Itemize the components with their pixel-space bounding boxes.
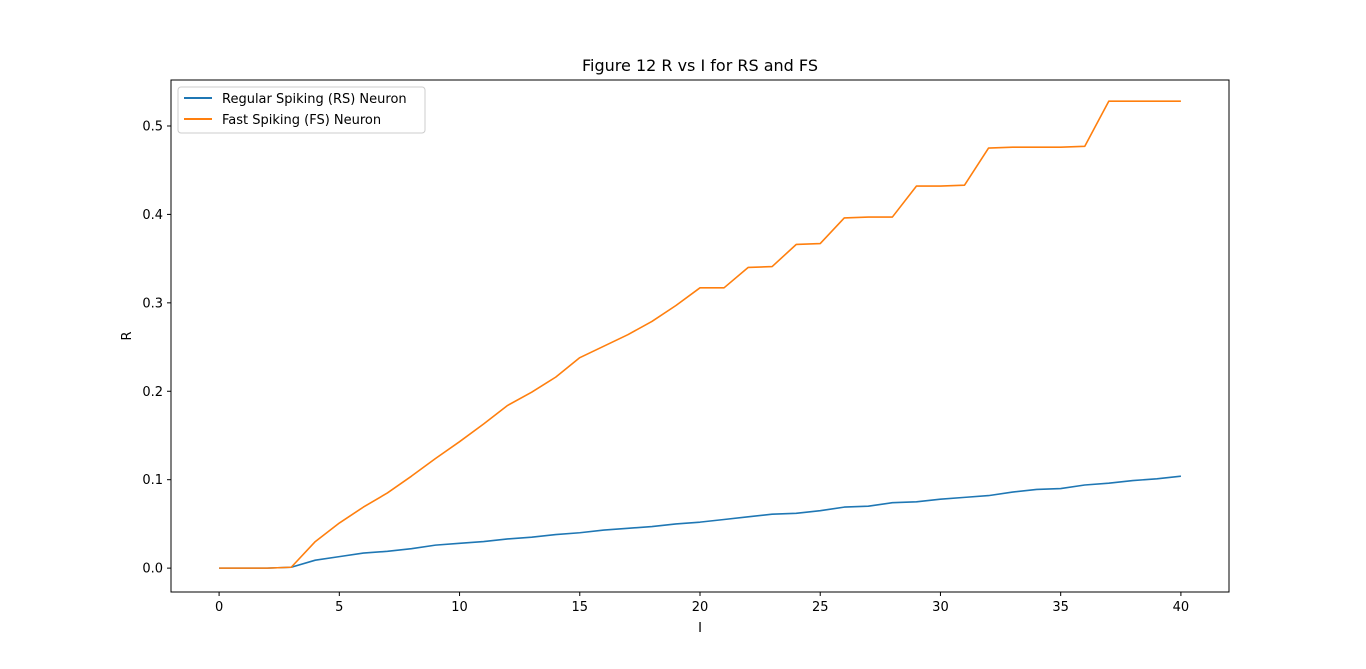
x-axis-label: I [698, 621, 702, 636]
y-tick-label: 0.4 [142, 208, 163, 223]
legend: Regular Spiking (RS) Neuron Fast Spiking… [177, 86, 426, 134]
chart-title: Figure 12 R vs I for RS and FS [582, 56, 818, 75]
y-tick-label: 0.1 [142, 473, 163, 488]
legend-label-rs: Regular Spiking (RS) Neuron [222, 92, 407, 107]
x-tick-label: 30 [932, 600, 949, 615]
y-axis: 0.0 0.1 0.2 0.3 0.4 0.5 [142, 119, 171, 577]
x-tick-label: 0 [215, 600, 223, 615]
y-axis-label: R [120, 331, 135, 340]
x-tick-label: 15 [571, 600, 588, 615]
legend-label-fs: Fast Spiking (FS) Neuron [222, 113, 381, 128]
y-tick-label: 0.2 [142, 385, 163, 400]
x-tick-label: 5 [335, 600, 343, 615]
series-lines [219, 100, 1181, 569]
plot-area [170, 79, 1230, 593]
x-tick-label: 10 [451, 600, 468, 615]
x-tick-label: 25 [812, 600, 829, 615]
series-line-rs [219, 475, 1181, 569]
legend-box [177, 86, 426, 134]
y-tick-label: 0.3 [142, 296, 163, 311]
y-tick-label: 0.0 [142, 562, 163, 577]
x-tick-label: 20 [692, 600, 709, 615]
y-tick-label: 0.5 [142, 119, 163, 134]
x-tick-label: 40 [1173, 600, 1190, 615]
series-line-fs [219, 100, 1181, 569]
x-tick-label: 35 [1052, 600, 1069, 615]
x-axis: 0 5 10 15 20 25 30 35 40 [215, 592, 1189, 615]
